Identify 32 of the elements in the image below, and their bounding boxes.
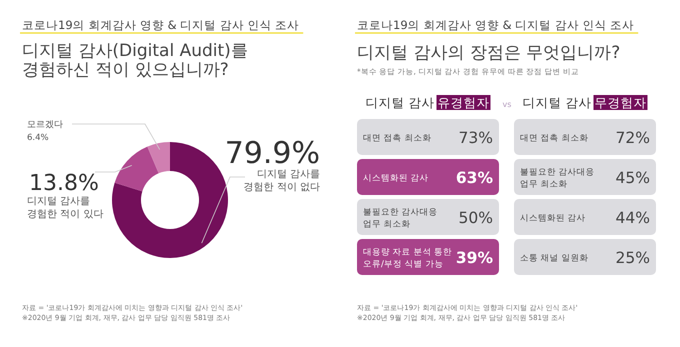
data-label: 6.4% <box>27 133 49 143</box>
text: 45% <box>616 169 650 187</box>
text: 25% <box>616 249 650 267</box>
category-label: 대면 접촉 최소화 <box>363 134 432 144</box>
donut-slice <box>114 146 159 192</box>
text: 디지털 감사의 장점은 무엇입니까? <box>357 43 620 63</box>
slice-label: 디지털 감사를 경험한 적이 없다 <box>244 169 320 193</box>
text: 63% <box>456 169 493 187</box>
donut-slice <box>147 142 170 174</box>
category-label: 시스템화된 감사 <box>520 214 586 224</box>
text: 39% <box>456 249 493 267</box>
chart-subtitle: 코로나19의 회계감사 영향 & 디지털 감사 인식 조사 <box>22 18 300 32</box>
slice-label: 디지털 감사를 경험한 적이 있다 <box>27 196 104 220</box>
data-label: 79.9% <box>224 136 320 171</box>
donut-slice <box>112 142 228 258</box>
data-label: 13.8% <box>29 171 99 196</box>
category-label: 불필요한 감사대응 업무 최소화 <box>520 168 595 190</box>
slice-label: 모르겠다 <box>27 120 63 130</box>
text: 코로나19의 회계감사 영향 & 디지털 감사 인식 조사 <box>357 18 634 32</box>
category-label: 대용량 자료 분석 통한 오류/부정 식별 가능 <box>363 248 452 270</box>
category-label: 불필요한 감사대응 업무 최소화 <box>363 208 438 230</box>
text: 73% <box>458 129 493 147</box>
category-label: 대면 접촉 최소화 <box>520 134 588 144</box>
text: 디지털 감사 유경험자 <box>366 95 490 110</box>
chart-title: 디지털 감사(Digital Audit)를 경험하신 적이 있으십니까? <box>22 41 248 80</box>
text: 50% <box>458 209 493 227</box>
text: 44% <box>616 209 650 227</box>
category-label: 시스템화된 감사 <box>363 174 429 184</box>
text: 72% <box>616 129 650 147</box>
text: 디지털 감사 무경험자 <box>522 95 646 110</box>
text: vs <box>502 100 512 109</box>
category-label: 소통 채널 일원화 <box>520 254 588 264</box>
